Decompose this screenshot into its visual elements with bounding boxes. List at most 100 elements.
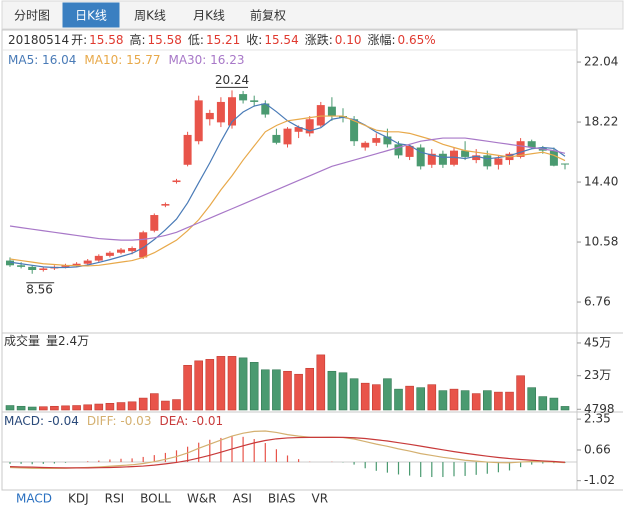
tab-label[interactable]: 日K线 <box>75 9 107 23</box>
tab[interactable] <box>181 3 237 27</box>
legend-entry: DIFF: -0.03 <box>87 414 152 428</box>
macd-bar <box>497 462 499 473</box>
volume-bar <box>5 405 15 411</box>
volume-bar <box>105 402 115 411</box>
candle-body <box>305 119 314 134</box>
volume-bar <box>505 391 514 411</box>
volume-bar <box>16 405 26 411</box>
y-tick-label: 10.58 <box>584 235 618 249</box>
candle-body <box>61 265 70 267</box>
candle-body <box>361 142 370 148</box>
tab-label[interactable]: 月K线 <box>193 9 225 23</box>
y-tick-label: 22.04 <box>584 55 618 69</box>
volume-bar <box>460 390 470 411</box>
macd-bar <box>87 461 89 463</box>
indicator-tab[interactable]: KDJ <box>68 492 89 506</box>
volume-bar <box>360 382 370 411</box>
indicator-tab[interactable]: VR <box>312 492 329 506</box>
candle-body <box>294 127 303 132</box>
macd-bar <box>64 462 67 463</box>
candle-body <box>383 136 392 145</box>
info-date: 20180514 <box>8 33 69 47</box>
candle-body <box>394 144 403 156</box>
line-ma30 <box>9 137 566 241</box>
volume-bar <box>383 378 392 411</box>
indicator-tab[interactable]: BIAS <box>268 492 296 506</box>
indicator-tab[interactable]: BOLL <box>140 492 171 506</box>
candle-body <box>194 100 203 142</box>
volume-bar <box>471 393 481 411</box>
indicator-tab[interactable]: RSI <box>105 492 125 506</box>
tab-label[interactable]: 前复权 <box>250 8 286 23</box>
volume-bar <box>216 356 226 411</box>
macd-bar <box>531 462 533 465</box>
candle-body <box>461 150 470 157</box>
macd-legend: MACD: -0.04 DIFF: -0.03 DEA: -0.01 <box>4 414 223 428</box>
candle-body <box>472 155 481 161</box>
info-value: 0.65% <box>398 33 436 47</box>
candle-body <box>128 248 137 252</box>
tab[interactable] <box>4 3 60 27</box>
macd-bar <box>453 462 455 477</box>
volume-bar <box>405 385 414 411</box>
tab[interactable] <box>240 3 296 27</box>
tab[interactable] <box>62 2 120 28</box>
macd-bar <box>508 462 511 471</box>
info-value: 15.58 <box>89 33 123 47</box>
candle-body <box>427 153 436 165</box>
macd-bar <box>131 458 133 463</box>
y-tick-label: 14.40 <box>584 175 618 189</box>
legend-entry: DEA: -0.01 <box>159 414 223 428</box>
macd-bar <box>198 442 200 463</box>
candle-body <box>39 268 48 271</box>
candle-body <box>483 155 492 167</box>
candle-body <box>350 119 359 142</box>
indicator-tab[interactable]: ASI <box>233 492 252 506</box>
indicator-tab[interactable]: W&R <box>187 492 217 506</box>
candle-body <box>549 150 558 166</box>
candle-body <box>416 147 425 167</box>
volume-bar <box>127 401 137 411</box>
y-tick-label: 2.35 <box>584 412 611 426</box>
line-dea <box>9 436 566 469</box>
candle-body <box>94 255 103 261</box>
volume-bar <box>72 405 81 411</box>
candle-body <box>272 134 281 143</box>
volume-bar <box>527 387 537 411</box>
candle-body <box>316 105 325 126</box>
tab[interactable] <box>122 3 178 27</box>
volume-value: 量2.4万 <box>46 334 89 348</box>
volume-bar <box>272 369 281 411</box>
macd-bar <box>120 458 122 463</box>
y-tick-label: 45万 <box>584 335 611 349</box>
volume-bar <box>305 367 315 411</box>
info-label: 涨幅: <box>367 32 395 47</box>
macd-bar <box>397 462 400 475</box>
macd-bar <box>187 446 189 463</box>
tab-label[interactable]: 分时图 <box>14 9 50 23</box>
candle-body <box>250 100 259 102</box>
candle-body <box>72 263 81 266</box>
volume-title: 成交量 <box>4 333 40 348</box>
volume-bar <box>94 403 104 411</box>
info-label: 高: <box>129 32 145 47</box>
candle-body <box>161 204 170 206</box>
volume-bar <box>449 388 459 411</box>
volume-bar <box>316 354 326 411</box>
macd-bar <box>53 462 55 464</box>
indicator-tab[interactable]: MACD <box>16 492 52 506</box>
volume-bar <box>516 375 525 411</box>
volume-bar <box>560 406 570 411</box>
line-diff <box>9 430 566 470</box>
tab-label[interactable]: 周K线 <box>134 9 166 23</box>
candle-body <box>283 128 292 145</box>
volume-bar <box>283 370 292 411</box>
candle-body <box>494 158 503 165</box>
candle-body <box>183 134 192 165</box>
volume-bar <box>61 405 70 411</box>
macd-bar <box>253 439 255 463</box>
macd-bar <box>42 462 44 464</box>
volume-bar <box>438 390 448 411</box>
candle-body <box>261 103 270 115</box>
